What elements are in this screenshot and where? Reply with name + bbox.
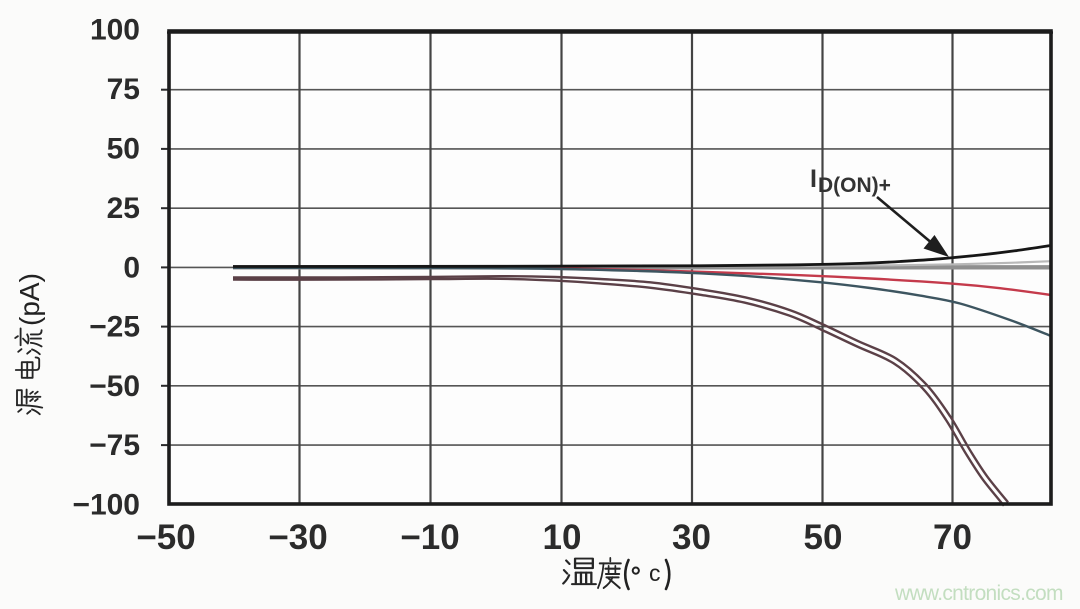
- svg-text:−25: −25: [89, 311, 140, 344]
- svg-text:I: I: [810, 165, 817, 193]
- svg-text:10: 10: [543, 518, 582, 557]
- svg-text:−30: −30: [268, 518, 327, 557]
- svg-text:25: 25: [107, 192, 140, 225]
- svg-text:−50: −50: [136, 518, 195, 557]
- svg-text:75: 75: [107, 73, 140, 106]
- svg-text:−75: −75: [89, 429, 140, 462]
- svg-text:www.cntronics.com: www.cntronics.com: [894, 582, 1063, 605]
- svg-text:50: 50: [804, 518, 843, 557]
- svg-text:−50: −50: [89, 370, 140, 403]
- svg-text:100: 100: [90, 14, 140, 47]
- svg-text:D(ON)+: D(ON)+: [818, 174, 891, 197]
- svg-text:0: 0: [123, 251, 140, 284]
- svg-text:70: 70: [933, 518, 972, 557]
- svg-text:c: c: [649, 560, 661, 586]
- svg-text:30: 30: [672, 518, 711, 557]
- svg-text:(pA): (pA): [14, 273, 45, 326]
- svg-text:−10: −10: [400, 518, 459, 557]
- svg-text:50: 50: [107, 133, 140, 166]
- svg-text:−100: −100: [72, 488, 140, 521]
